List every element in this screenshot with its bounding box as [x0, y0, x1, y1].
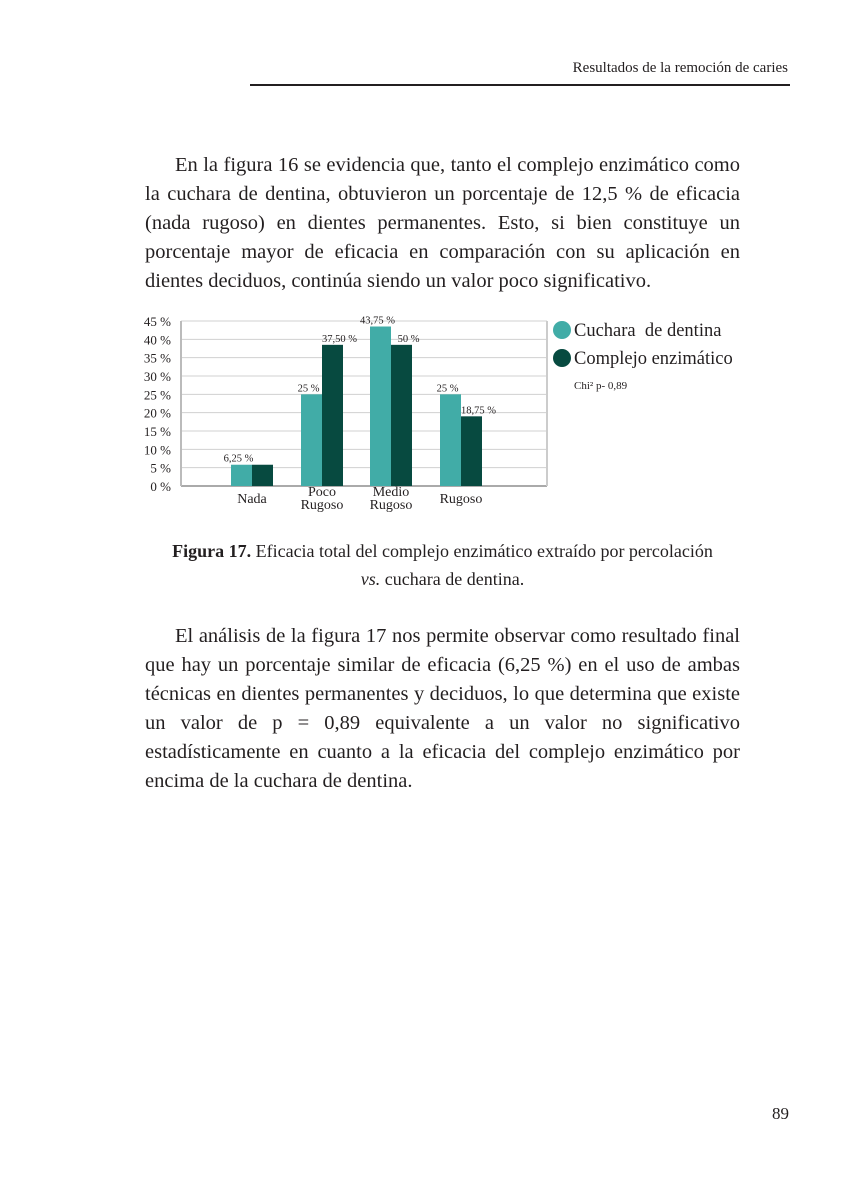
caption-italic: vs. — [360, 569, 381, 589]
y-tick-label: 30 % — [144, 369, 171, 384]
y-tick-label: 10 % — [144, 442, 171, 457]
bar — [252, 464, 273, 486]
chart-annotation: Chi² p- 0,89 — [574, 380, 628, 392]
x-tick-label: Rugoso — [301, 498, 344, 513]
bar — [391, 344, 412, 486]
y-tick-label: 45 % — [144, 314, 171, 329]
paragraph: El análisis de la figura 17 nos permite … — [145, 622, 740, 796]
legend-swatch — [553, 321, 571, 339]
paragraph-text: En la figura 16 se evidencia que, tanto … — [145, 154, 740, 292]
data-label: 43,75 % — [360, 316, 395, 327]
legend-label: Complejo enzimático — [574, 349, 733, 369]
data-label: 50 % — [398, 334, 420, 345]
x-tick-label: Medio — [373, 485, 410, 500]
y-tick-label: 0 % — [150, 479, 171, 494]
bar — [322, 344, 343, 486]
x-tick-label: Nada — [237, 492, 267, 507]
data-label: 6,25 % — [224, 454, 254, 465]
caption-text-2: cuchara de dentina. — [380, 569, 525, 589]
y-tick-label: 20 % — [144, 406, 171, 421]
data-label: 25 % — [298, 383, 320, 394]
paragraph-text: El análisis de la figura 17 nos permite … — [145, 625, 740, 792]
bar — [461, 416, 482, 486]
paragraph: En la figura 16 se evidencia que, tanto … — [145, 151, 740, 296]
bar — [440, 394, 461, 486]
y-tick-label: 5 % — [150, 461, 171, 476]
header-rule — [250, 84, 790, 86]
data-label: 25 % — [437, 383, 459, 394]
data-label: 37,50 % — [322, 334, 357, 345]
data-label: 18,75 % — [461, 405, 496, 416]
legend-label: Cuchara de dentina — [574, 321, 721, 341]
bar — [370, 326, 391, 486]
figure-caption: Figura 17. Eficacia total del complejo e… — [145, 537, 740, 593]
bar-chart: 0 % 5 % 10 % 15 % 20 % 25 % 30 % 35 % 40 % 45 % 6,… — [144, 314, 733, 513]
page-number: 89 — [772, 1104, 789, 1123]
bar — [231, 464, 252, 486]
y-tick-label: 25 % — [144, 387, 171, 402]
legend-swatch — [553, 349, 571, 367]
caption-text: Eficacia total del complejo enzimático e… — [251, 541, 713, 561]
y-tick-label: 35 % — [144, 351, 171, 366]
y-tick-label: 40 % — [144, 332, 171, 347]
bar — [301, 394, 322, 486]
x-tick-label: Rugoso — [440, 492, 483, 507]
y-tick-label: 15 % — [144, 424, 171, 439]
x-tick-label: Poco — [308, 485, 336, 500]
x-tick-label: Rugoso — [370, 498, 413, 513]
caption-label: Figura 17. — [172, 541, 252, 561]
running-header: Resultados de la remoción de caries — [572, 60, 788, 76]
